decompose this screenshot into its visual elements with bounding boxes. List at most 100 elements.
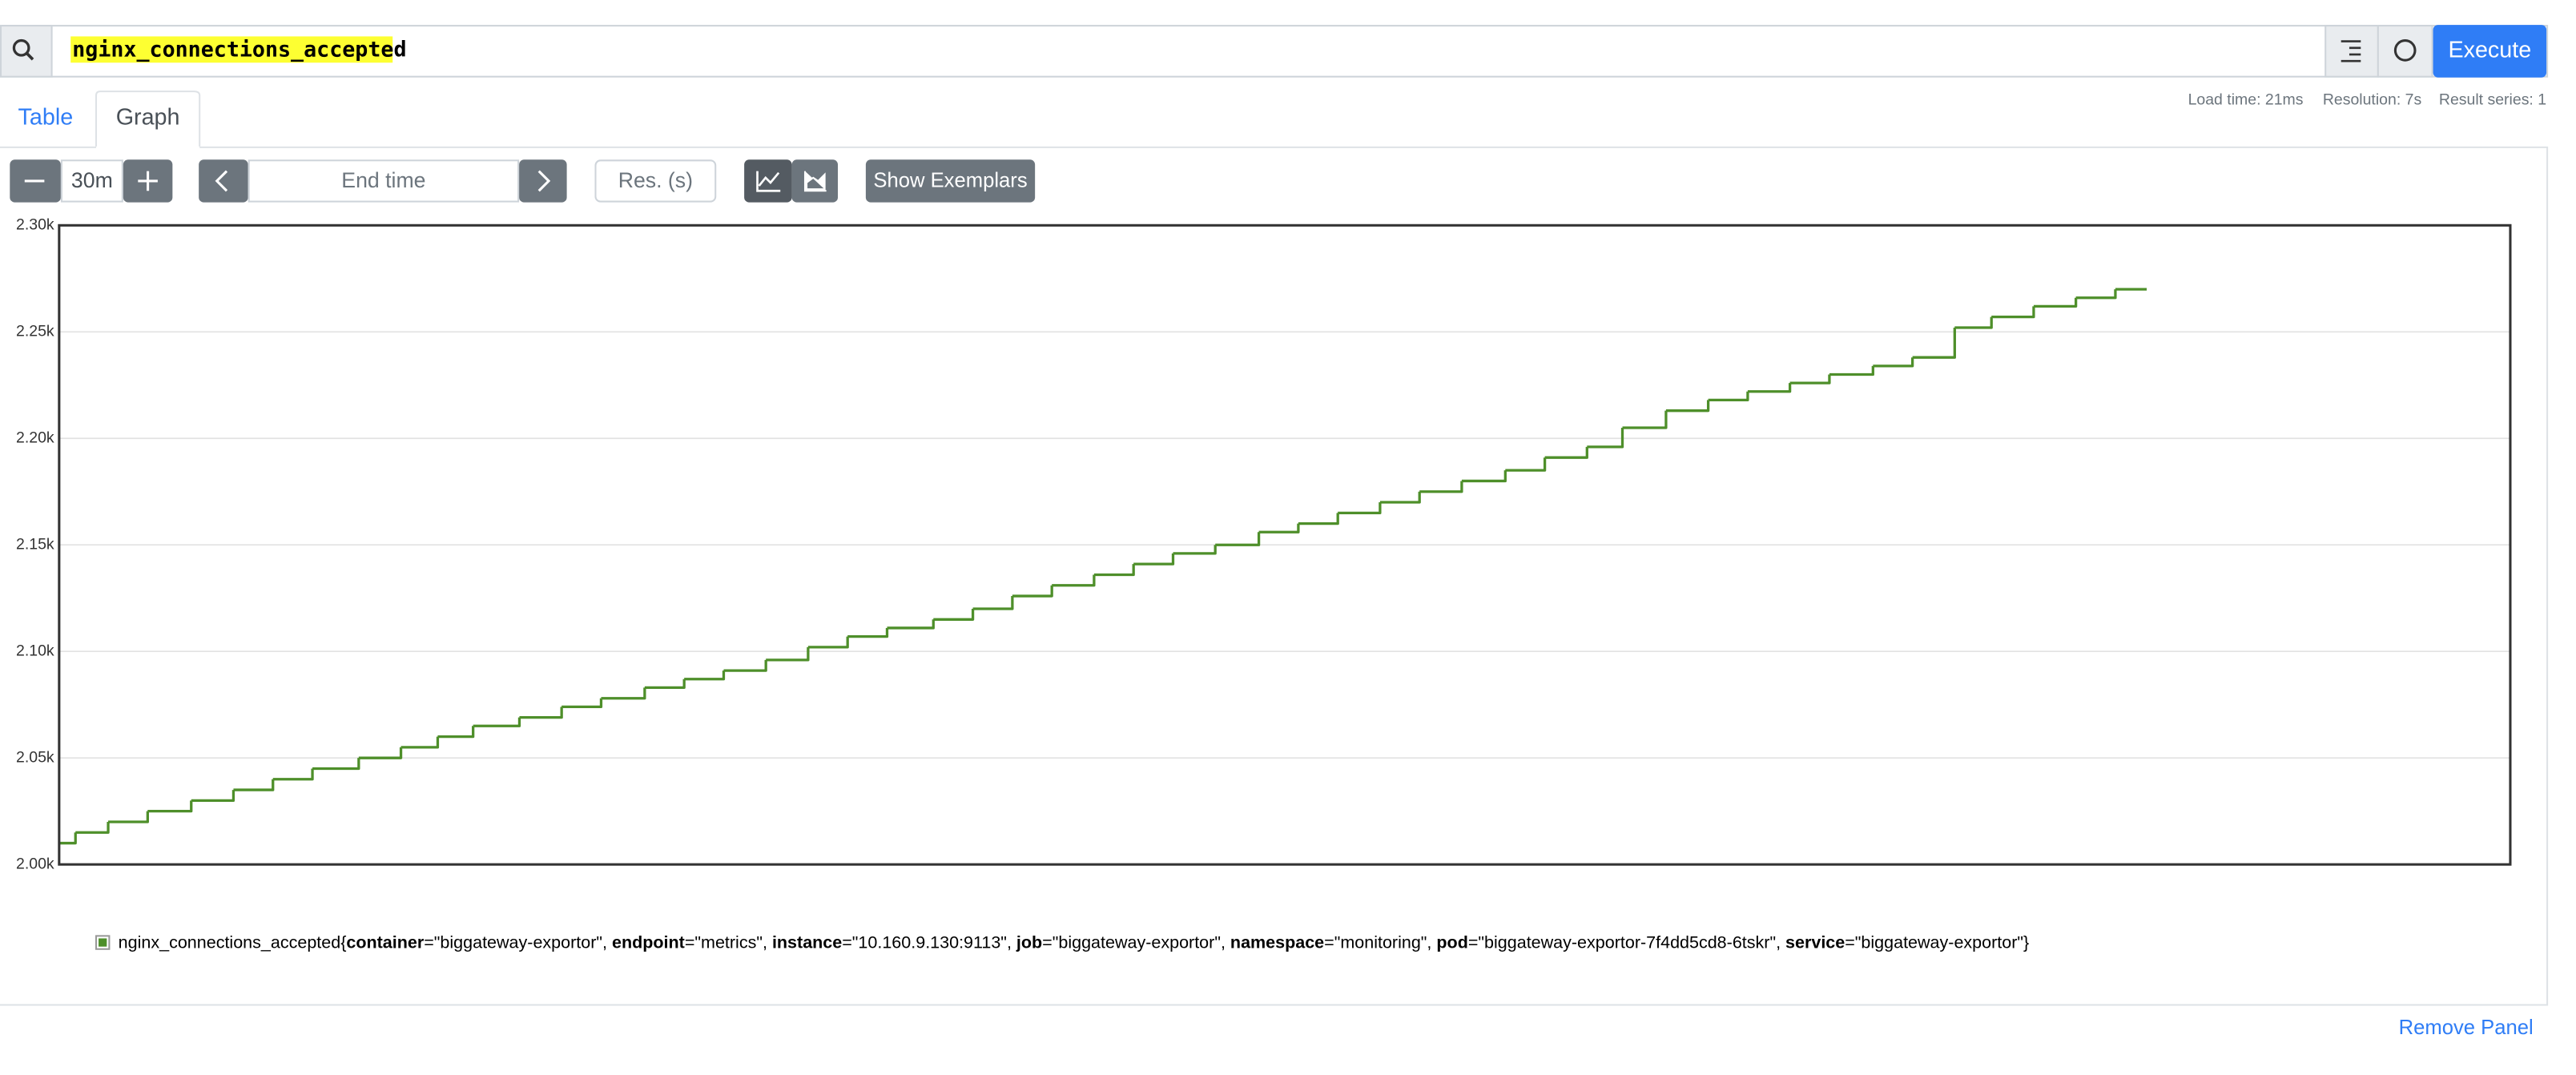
search-icon-handle bbox=[26, 52, 34, 61]
series-line-segment bbox=[1215, 532, 1261, 546]
stacked-chart-button[interactable] bbox=[791, 159, 839, 203]
series-line-segment bbox=[644, 678, 686, 690]
search-icon bbox=[12, 38, 30, 57]
series-line-segment bbox=[1258, 523, 1300, 533]
resolution-input[interactable] bbox=[594, 159, 717, 203]
series-line-segment bbox=[519, 707, 563, 719]
legend-label-key: instance bbox=[772, 932, 842, 952]
end-time-input[interactable] bbox=[248, 159, 520, 203]
series-line-segment bbox=[887, 619, 935, 630]
resolution-placeholder: Res. (s) bbox=[618, 168, 693, 192]
series-line-segment bbox=[400, 736, 440, 749]
series-line-segment bbox=[561, 698, 603, 708]
end-time-back[interactable] bbox=[199, 159, 248, 203]
series-line-segment bbox=[437, 726, 475, 739]
series-line-segment bbox=[684, 670, 726, 681]
y-tick-label: 2.05k bbox=[16, 748, 54, 766]
series-line-segment bbox=[847, 627, 889, 638]
series-line-segment bbox=[272, 768, 314, 781]
series-line-segment bbox=[358, 747, 403, 759]
exemplars-button[interactable] bbox=[865, 159, 1036, 203]
legend-swatch bbox=[99, 938, 107, 947]
series-line-segment bbox=[1622, 410, 1668, 429]
legend-text-part: ="biggateway-exportor", bbox=[424, 932, 612, 952]
series-line-segment bbox=[147, 800, 193, 813]
load-time: Load time: 21ms bbox=[2188, 91, 2304, 109]
series-line-segment bbox=[1789, 374, 1831, 385]
legend-text-part: ="monitoring", bbox=[1324, 932, 1436, 952]
series-line-segment bbox=[58, 832, 77, 845]
series-line-segment bbox=[1991, 306, 2035, 319]
legend-text-part: ="biggateway-exportor"} bbox=[1845, 932, 2029, 952]
series-line-segment bbox=[1665, 400, 1710, 413]
execute-button[interactable] bbox=[2433, 25, 2547, 78]
legend-label-key: container bbox=[346, 932, 424, 952]
series-line-segment bbox=[1829, 365, 1874, 376]
y-tick-label: 2.25k bbox=[16, 322, 54, 340]
series-line-segment bbox=[1747, 383, 1792, 393]
panel-border bbox=[0, 146, 2549, 1006]
series-line-segment bbox=[1912, 327, 1956, 359]
chevron-left bbox=[215, 170, 228, 192]
globe-icon bbox=[2393, 39, 2417, 62]
chevron-right bbox=[537, 170, 551, 192]
series-line-segment bbox=[2075, 289, 2117, 300]
y-tick-label: 2.30k bbox=[16, 215, 54, 233]
legend-label-key: endpoint bbox=[612, 932, 685, 952]
series-line-segment bbox=[1133, 553, 1175, 566]
legend-label-key: namespace bbox=[1230, 932, 1324, 952]
series-line-segment bbox=[2033, 297, 2078, 308]
series-line-segment bbox=[1012, 585, 1053, 598]
tab-table[interactable]: Table bbox=[18, 105, 74, 131]
legend-label-key: job bbox=[1016, 932, 1042, 952]
series-line-segment bbox=[1461, 470, 1507, 483]
end-time-forward[interactable] bbox=[519, 159, 567, 203]
metrics-explorer-button[interactable] bbox=[2377, 25, 2433, 78]
series-line-segment bbox=[1544, 446, 1588, 459]
tab-graph[interactable]: Graph bbox=[116, 105, 180, 131]
range-input[interactable] bbox=[60, 159, 123, 203]
series-line-segment bbox=[1093, 564, 1135, 577]
series-line-segment bbox=[766, 646, 810, 662]
series-line-segment bbox=[191, 790, 235, 803]
legend-text-part: nginx_connections_accepted{ bbox=[119, 932, 347, 952]
search-icon-box bbox=[0, 25, 53, 78]
y-tick-label: 2.20k bbox=[16, 429, 54, 446]
series-line-segment bbox=[933, 609, 975, 621]
query-text[interactable]: nginx_connections_accepted bbox=[72, 37, 406, 62]
end-time-placeholder: End time bbox=[341, 168, 425, 192]
series-line-segment bbox=[723, 659, 767, 672]
plot-frame bbox=[58, 223, 2512, 866]
series-line-segment bbox=[473, 717, 521, 727]
execute-label: Execute bbox=[2448, 37, 2531, 62]
series-line-segment bbox=[601, 687, 646, 700]
format-button[interactable] bbox=[2324, 25, 2379, 78]
series-line-segment bbox=[1379, 491, 1421, 504]
series-line-segment bbox=[1173, 545, 1217, 555]
series-line-segment bbox=[1587, 427, 1624, 449]
series-line-segment bbox=[108, 811, 149, 823]
query-bar bbox=[0, 25, 2549, 78]
series-line-segment bbox=[1052, 574, 1096, 587]
series-line-segment bbox=[1708, 391, 1749, 402]
format-icon bbox=[2341, 40, 2361, 62]
stacked-chart-icon bbox=[803, 171, 827, 192]
series-line-segment bbox=[807, 636, 849, 649]
plus-icon bbox=[138, 171, 158, 191]
tab-graph-box bbox=[95, 91, 201, 147]
legend-text-part: ="metrics", bbox=[685, 932, 772, 952]
result-series: Result series: 1 bbox=[2439, 91, 2546, 109]
series-line-segment bbox=[312, 758, 360, 771]
remove-panel[interactable]: Remove Panel bbox=[2399, 1017, 2534, 1039]
series-line-segment bbox=[1338, 502, 1382, 514]
y-tick-label: 2.15k bbox=[16, 535, 54, 553]
y-tick-label: 2.10k bbox=[16, 642, 54, 659]
legend-label-key: pod bbox=[1436, 932, 1467, 952]
exemplars-label: Show Exemplars bbox=[873, 170, 1027, 192]
series-line-segment bbox=[1954, 316, 1993, 329]
series-line-segment bbox=[233, 779, 275, 791]
series-line-segment bbox=[75, 821, 110, 834]
series-line-segment bbox=[1873, 357, 1914, 368]
